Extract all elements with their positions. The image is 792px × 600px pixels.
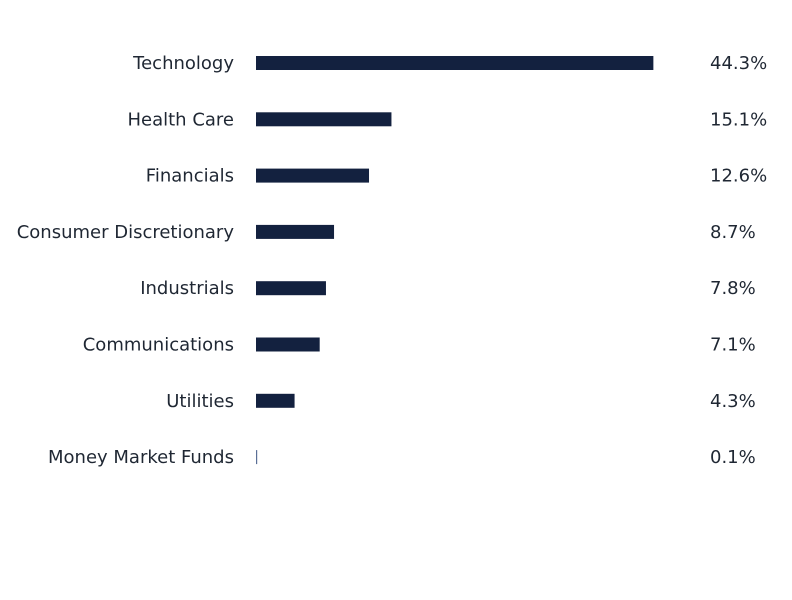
category-label: Utilities bbox=[166, 391, 234, 412]
value-label: 12.6% bbox=[710, 166, 767, 187]
category-label: Health Care bbox=[127, 109, 234, 130]
bar bbox=[256, 337, 320, 352]
category-label: Financials bbox=[146, 166, 234, 187]
category-label: Industrials bbox=[140, 278, 234, 299]
category-label: Communications bbox=[83, 335, 234, 356]
bar bbox=[256, 450, 258, 465]
category-label: Consumer Discretionary bbox=[17, 222, 235, 243]
value-label: 7.1% bbox=[710, 335, 756, 356]
bar bbox=[256, 281, 326, 296]
bar-row: Money Market Funds 0.1% bbox=[48, 447, 756, 468]
value-label: 15.1% bbox=[710, 109, 767, 130]
bar-row: Financials 12.6% bbox=[146, 166, 767, 187]
bar-row: Utilities 4.3% bbox=[166, 391, 755, 412]
category-label: Technology bbox=[132, 53, 234, 74]
value-label: 4.3% bbox=[710, 391, 756, 412]
bar-row: Technology 44.3% bbox=[132, 53, 767, 74]
value-label: 7.8% bbox=[710, 278, 756, 299]
bar-row: Communications 7.1% bbox=[83, 335, 756, 356]
bar-row: Health Care 15.1% bbox=[127, 109, 767, 130]
category-label: Money Market Funds bbox=[48, 447, 234, 468]
bar-row: Industrials 7.8% bbox=[140, 278, 756, 299]
value-label: 44.3% bbox=[710, 53, 767, 74]
bar bbox=[256, 168, 370, 183]
bar-row: Consumer Discretionary 8.7% bbox=[17, 222, 756, 243]
value-label: 0.1% bbox=[710, 447, 756, 468]
bar bbox=[256, 56, 654, 70]
bar bbox=[256, 224, 335, 239]
bar bbox=[256, 393, 295, 408]
value-label: 8.7% bbox=[710, 222, 756, 243]
bar bbox=[256, 112, 392, 127]
